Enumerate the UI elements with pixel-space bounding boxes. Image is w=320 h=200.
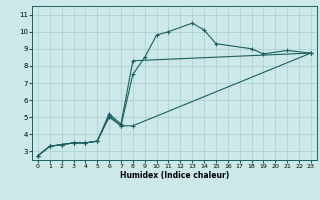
X-axis label: Humidex (Indice chaleur): Humidex (Indice chaleur) (120, 171, 229, 180)
